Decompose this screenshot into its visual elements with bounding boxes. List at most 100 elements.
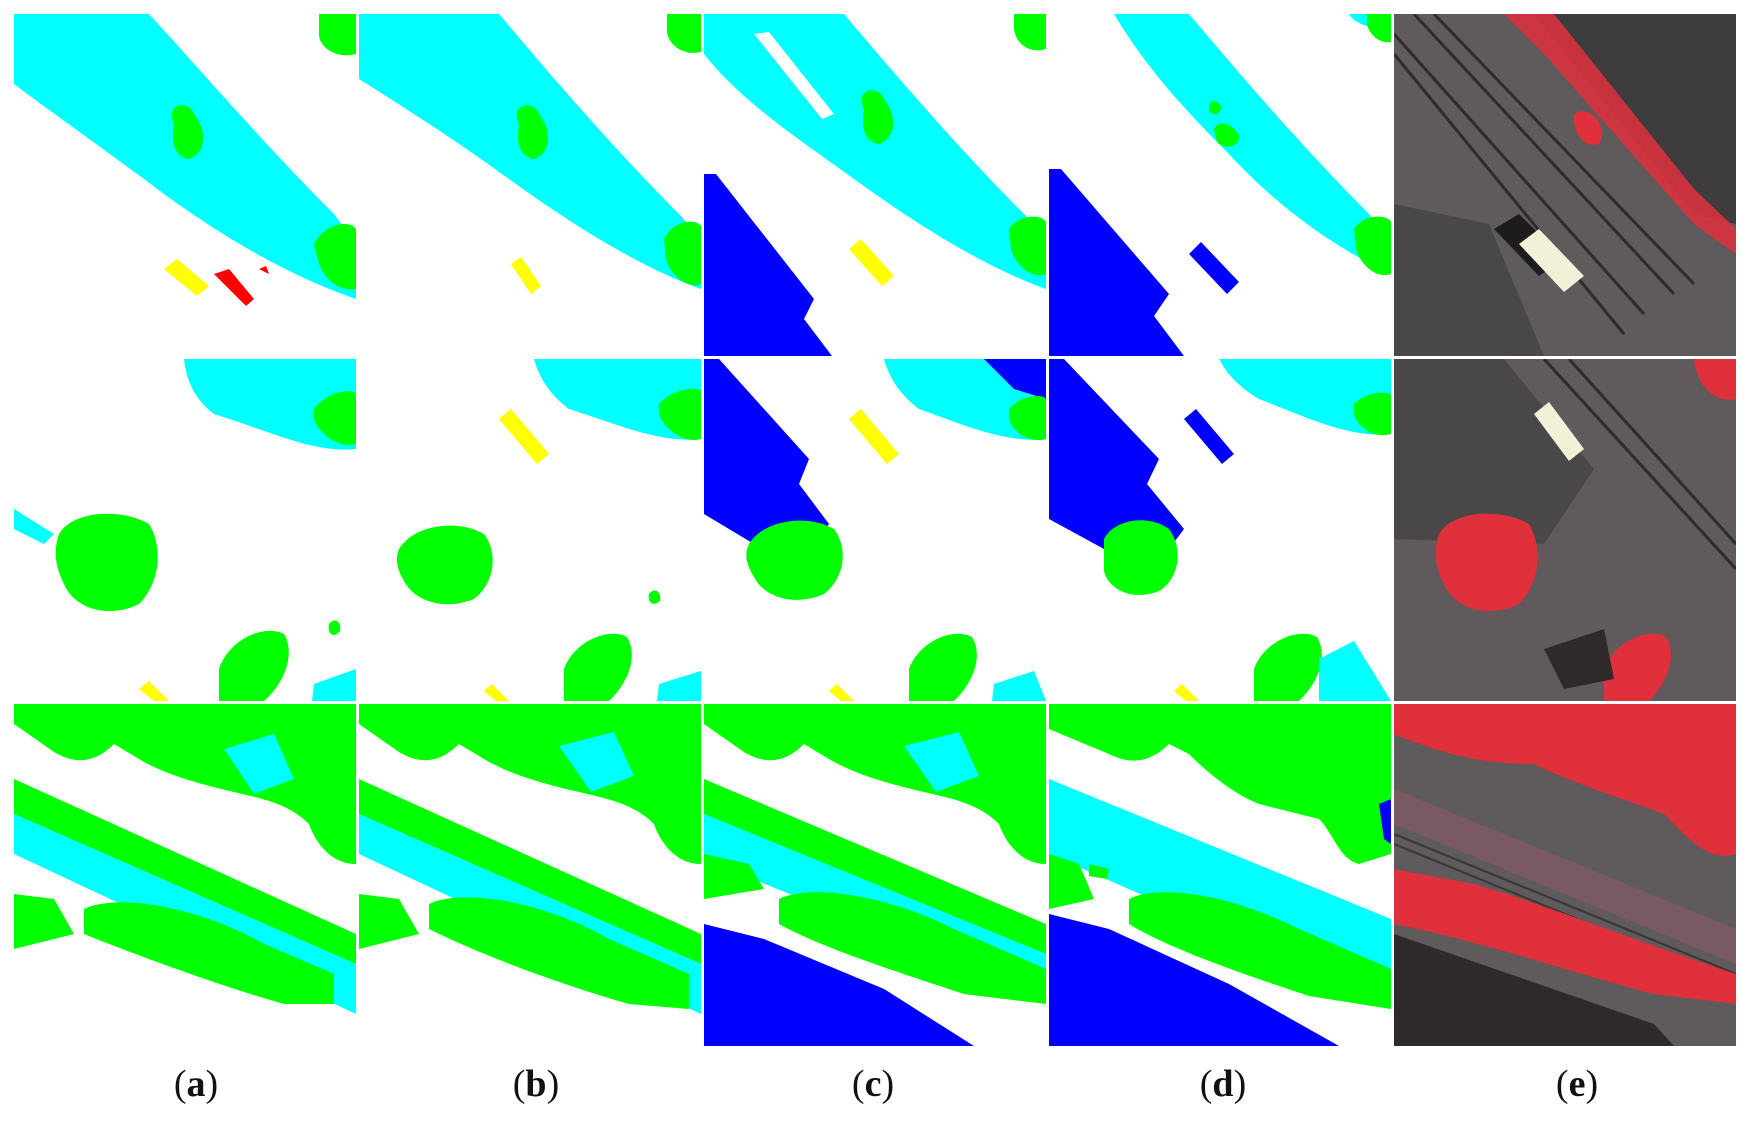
tree-region bbox=[84, 902, 334, 1004]
low-vegetation-region bbox=[1219, 359, 1391, 435]
building-region bbox=[1379, 799, 1391, 844]
tree-region bbox=[909, 633, 977, 701]
caption-letter: a bbox=[186, 1063, 206, 1105]
vegetation-patch bbox=[1604, 633, 1671, 701]
panel-row1-b bbox=[359, 14, 701, 356]
rail-tracks bbox=[1542, 359, 1736, 571]
tree-region bbox=[219, 630, 289, 701]
panel-row3-c bbox=[704, 704, 1046, 1046]
vegetation-patch bbox=[1573, 111, 1602, 145]
low-vegetation-region bbox=[992, 671, 1046, 701]
tree-region bbox=[14, 779, 356, 964]
roof-area bbox=[1394, 204, 1544, 356]
low-vegetation-region bbox=[14, 509, 54, 544]
building-region bbox=[1049, 169, 1184, 356]
caption-letter: e bbox=[1568, 1063, 1586, 1105]
tree-region bbox=[746, 520, 843, 600]
caption-open: ( bbox=[851, 1063, 865, 1105]
car-region bbox=[499, 409, 549, 464]
clutter-region bbox=[214, 269, 254, 306]
panel-row2-e-false-color-image bbox=[1394, 359, 1736, 701]
caption-a: (a) bbox=[136, 1062, 256, 1106]
tree-region bbox=[314, 224, 356, 290]
panel-row3-d bbox=[1049, 704, 1391, 1046]
tree-region bbox=[659, 388, 701, 440]
surface-region bbox=[359, 966, 701, 1046]
caption-letter: d bbox=[1212, 1063, 1234, 1105]
tree-region bbox=[396, 525, 493, 605]
caption-c: (c) bbox=[813, 1062, 933, 1106]
caption-close: ) bbox=[1585, 1063, 1599, 1105]
tree-region bbox=[1214, 123, 1239, 147]
vegetation-patch bbox=[1694, 359, 1736, 400]
tree-region bbox=[14, 894, 74, 949]
panel-row1-e-false-color-image bbox=[1394, 14, 1736, 356]
caption-letter: c bbox=[864, 1063, 882, 1105]
low-vegetation-region bbox=[184, 359, 356, 450]
roof-area bbox=[1394, 934, 1674, 1046]
low-vegetation-region bbox=[534, 359, 701, 440]
roof-area bbox=[1394, 359, 1594, 544]
tree-region bbox=[648, 590, 661, 604]
low-vegetation-region bbox=[904, 732, 979, 792]
tree-region bbox=[564, 633, 632, 701]
surface-region bbox=[14, 964, 356, 1046]
tree-region bbox=[664, 221, 701, 286]
car-region bbox=[849, 239, 894, 286]
panel-row1-c bbox=[704, 14, 1046, 356]
railway-bed bbox=[1394, 789, 1736, 964]
caption-open: ( bbox=[1199, 1063, 1213, 1105]
car-region bbox=[484, 684, 509, 701]
tree-region bbox=[319, 14, 356, 56]
truck bbox=[1519, 229, 1584, 292]
tree-region bbox=[328, 620, 341, 635]
vegetation-patch bbox=[1435, 513, 1538, 612]
panel-row2-c bbox=[704, 359, 1046, 701]
tree-region bbox=[1104, 520, 1178, 595]
tree-region bbox=[359, 779, 701, 964]
car-region bbox=[849, 409, 899, 464]
building-region bbox=[704, 174, 832, 356]
panel-row1-d bbox=[1049, 14, 1391, 356]
tree-region bbox=[1049, 704, 1391, 864]
building-region bbox=[1184, 409, 1234, 464]
caption-open: ( bbox=[173, 1063, 187, 1105]
building-region bbox=[1049, 359, 1184, 549]
tree-region bbox=[1254, 633, 1322, 701]
building-region bbox=[704, 359, 829, 544]
panel-row2-b bbox=[359, 359, 701, 701]
car-region bbox=[1174, 684, 1199, 701]
surface-region bbox=[754, 32, 834, 119]
tree-region bbox=[1354, 392, 1391, 436]
low-vegetation-region bbox=[559, 732, 634, 792]
tree-shadow bbox=[1544, 629, 1614, 689]
low-vegetation-region bbox=[312, 669, 356, 701]
tree-region bbox=[779, 892, 1046, 1004]
caption-open: ( bbox=[512, 1063, 526, 1105]
panel-row3-a bbox=[14, 704, 356, 1046]
tree-region bbox=[1354, 216, 1391, 276]
tree-region bbox=[1208, 101, 1221, 115]
building-region bbox=[704, 924, 974, 1046]
caption-close: ) bbox=[205, 1063, 219, 1105]
panel-row2-a bbox=[14, 359, 356, 701]
caption-close: ) bbox=[881, 1063, 895, 1105]
panel-row2-d bbox=[1049, 359, 1391, 701]
tree-region bbox=[1367, 14, 1391, 43]
tree-region bbox=[667, 14, 701, 53]
low-vegetation-region bbox=[704, 14, 1046, 289]
car-region bbox=[139, 681, 169, 701]
vegetation-canopy bbox=[1394, 869, 1736, 1004]
tree-region bbox=[1089, 864, 1109, 879]
tree-region bbox=[1049, 854, 1094, 909]
clutter-region bbox=[259, 266, 269, 274]
low-vegetation-region bbox=[657, 671, 701, 701]
building-region bbox=[1189, 242, 1239, 294]
building-region bbox=[984, 359, 1046, 399]
tree-region bbox=[314, 391, 356, 445]
rail-tracks bbox=[1394, 14, 1696, 335]
car-region bbox=[829, 684, 854, 701]
panel-row1-a bbox=[14, 14, 356, 356]
caption-letter: b bbox=[525, 1063, 547, 1105]
tree-region bbox=[171, 105, 204, 159]
